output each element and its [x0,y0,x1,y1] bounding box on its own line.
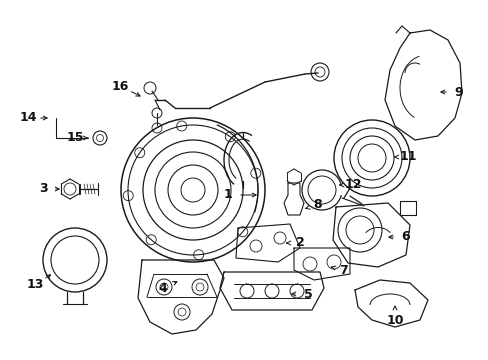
Text: 1: 1 [223,189,232,202]
Text: 3: 3 [39,183,47,195]
Text: 10: 10 [386,314,403,327]
Text: 16: 16 [111,80,128,93]
Text: 15: 15 [66,131,83,144]
Text: 8: 8 [313,198,322,211]
Text: 9: 9 [454,85,462,99]
Text: 5: 5 [303,288,312,301]
Text: 13: 13 [26,279,43,292]
Text: 2: 2 [295,237,304,249]
Text: 4: 4 [158,282,167,294]
Text: 11: 11 [398,150,416,163]
Text: 14: 14 [19,112,37,125]
Text: 7: 7 [339,264,347,276]
Text: 12: 12 [344,179,361,192]
Text: 6: 6 [401,230,409,243]
